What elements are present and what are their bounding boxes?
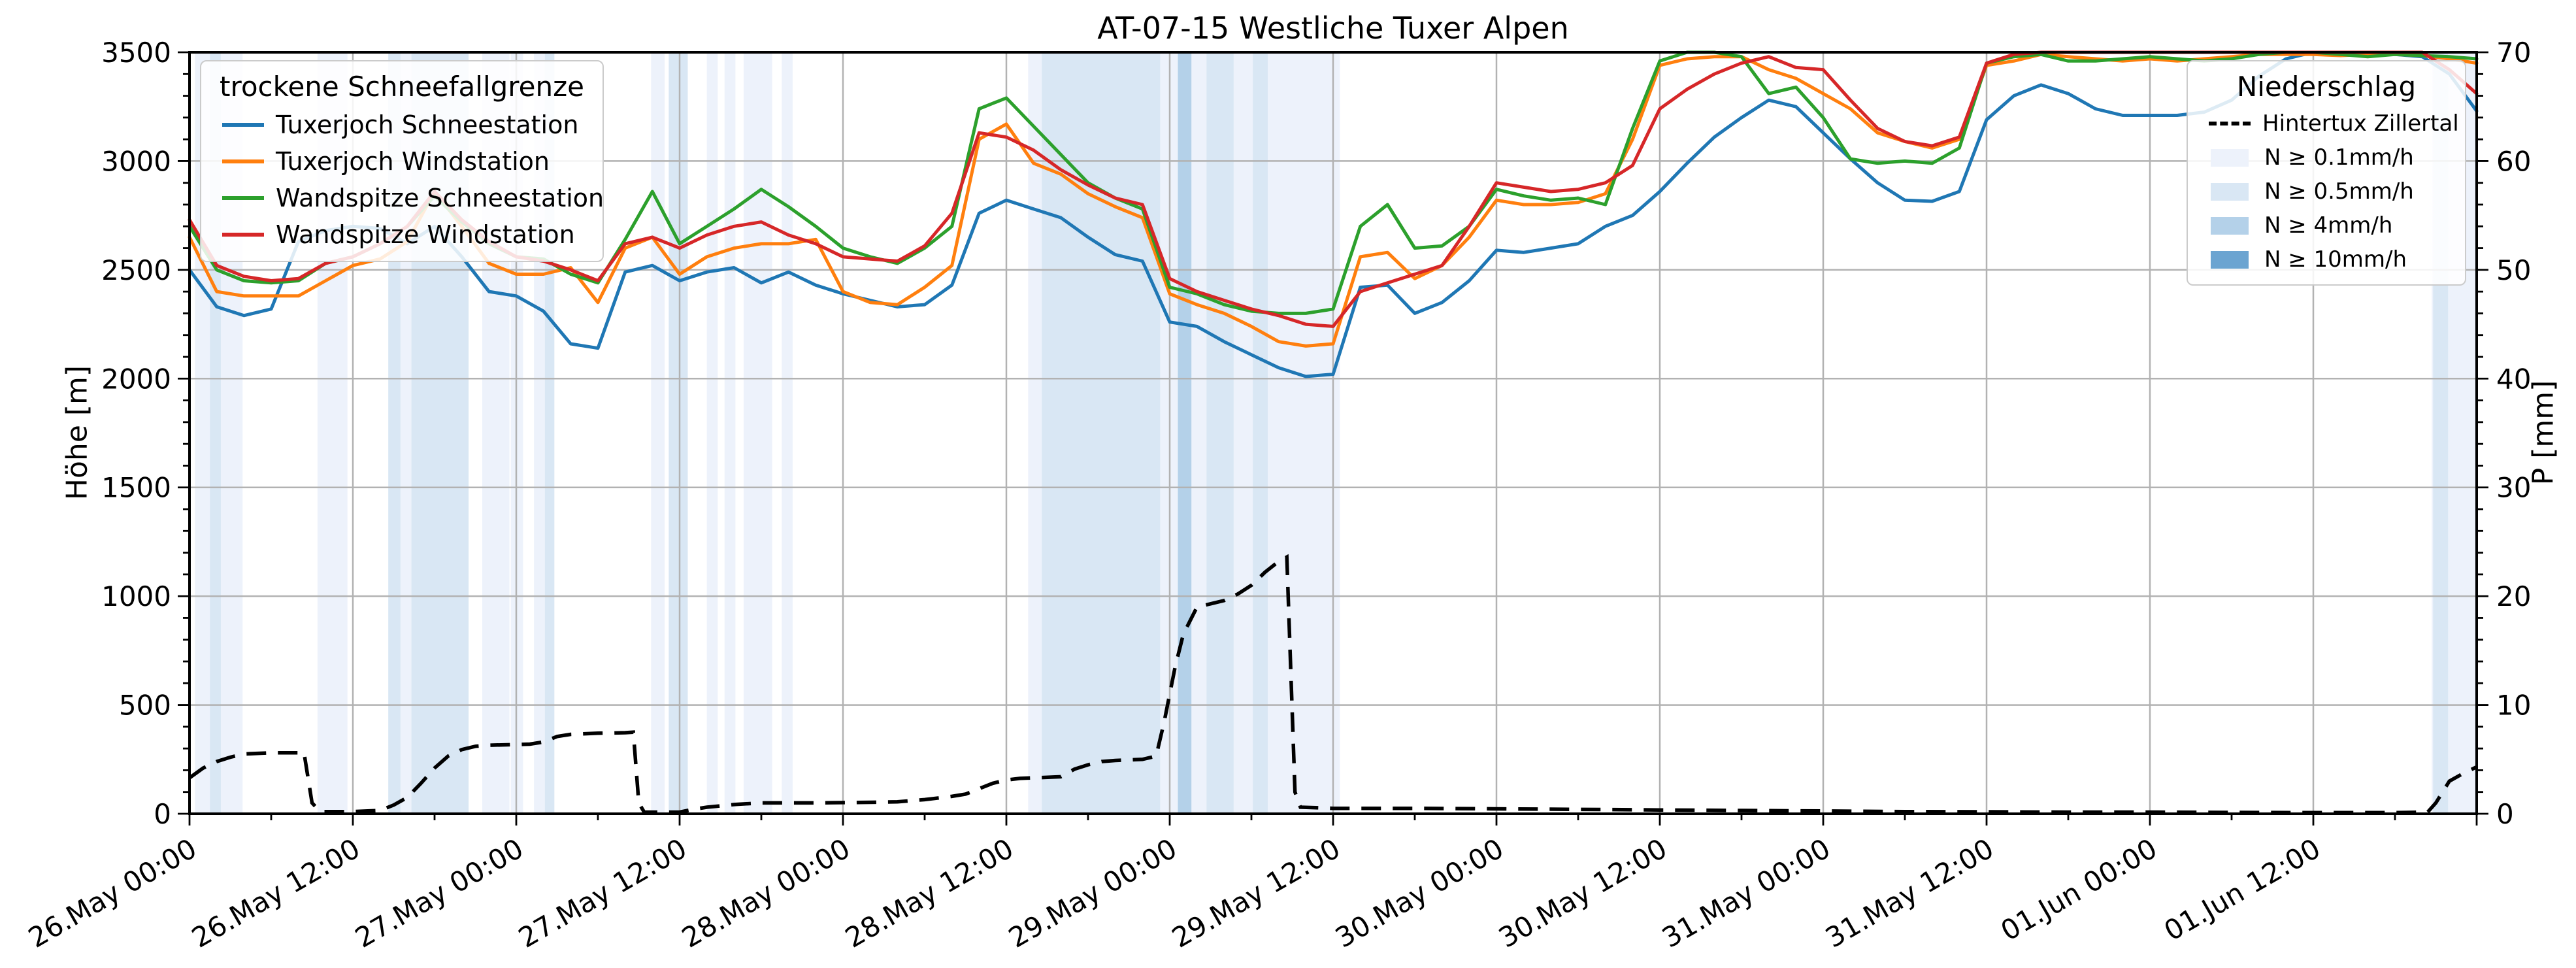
legend-item-label: Wandspitze Schneestation — [276, 184, 604, 212]
precip-intensity-band — [651, 52, 665, 814]
y-right-tick-label: 30 — [2496, 472, 2531, 504]
legend-item-wandspitze-windstation: Wandspitze Windstation — [216, 220, 588, 249]
legend-item-hintertux-zillertal: Hintertux Zillertal — [2202, 110, 2459, 137]
dashed-line-swatch-icon — [2209, 122, 2251, 125]
x-tick-label: 01.Jun 00:00 — [1995, 832, 2162, 947]
legend-precipitation: Niederschlag Hintertux Zillertal N ≥ 0.1… — [2187, 60, 2466, 286]
legend-item-label: Wandspitze Windstation — [276, 220, 575, 249]
x-tick-label: 29.May 12:00 — [1166, 832, 1346, 954]
y-right-tick-label: 10 — [2496, 690, 2531, 722]
x-tick-label: 29.May 00:00 — [1003, 832, 1182, 954]
legend-item-label: Tuxerjoch Windstation — [276, 147, 550, 176]
intensity-swatch-icon — [2211, 250, 2249, 269]
precip-intensity-band — [1206, 52, 1234, 814]
x-tick-label: 31.May 00:00 — [1657, 832, 1836, 954]
precip-intensity-band — [1028, 52, 1042, 814]
y-right-tick-label: 20 — [2496, 580, 2531, 612]
precip-intensity-band — [706, 52, 718, 814]
precip-intensity-band — [782, 52, 793, 814]
legend-item-precip-0-5: N ≥ 0.5mm/h — [2202, 178, 2451, 205]
y-left-tick-label: 2500 — [101, 254, 171, 286]
legend-item-label: N ≥ 4mm/h — [2264, 212, 2393, 239]
y-left-tick-label: 3000 — [101, 145, 171, 177]
line-swatch-icon — [222, 196, 264, 200]
legend-item-tuxerjoch-schneestation: Tuxerjoch Schneestation — [216, 110, 588, 139]
precip-intensity-band — [724, 52, 736, 814]
legend-item-label: Tuxerjoch Schneestation — [276, 110, 579, 139]
legend-item-precip-10: N ≥ 10mm/h — [2202, 246, 2451, 273]
precip-intensity-band — [1268, 52, 1340, 814]
y-right-tick-label: 0 — [2496, 798, 2514, 830]
y-left-tick-label: 3500 — [101, 37, 171, 69]
y-axis-label-left: Höhe [m] — [60, 365, 94, 501]
x-tick-label: 26.May 12:00 — [186, 832, 365, 954]
legend-snowfall-title: trockene Schneefallgrenze — [220, 71, 584, 103]
x-tick-label: 27.May 12:00 — [513, 832, 692, 954]
intensity-swatch-icon — [2211, 148, 2249, 167]
precip-intensity-band — [1042, 52, 1161, 814]
legend-item-wandspitze-schneestation: Wandspitze Schneestation — [216, 184, 604, 212]
x-tick-label: 30.May 12:00 — [1493, 832, 1672, 954]
y-left-tick-label: 500 — [119, 690, 171, 722]
y-right-tick-label: 70 — [2496, 37, 2531, 69]
legend-snowfall-limit: trockene Schneefallgrenze Tuxerjoch Schn… — [200, 60, 604, 262]
precip-intensity-band — [1178, 52, 1192, 814]
legend-item-tuxerjoch-windstation: Tuxerjoch Windstation — [216, 147, 588, 176]
precip-intensity-band — [1233, 52, 1253, 814]
line-swatch-icon — [222, 233, 264, 237]
legend-item-label: N ≥ 10mm/h — [2264, 246, 2407, 273]
x-tick-label: 30.May 00:00 — [1330, 832, 1509, 954]
legend-item-label: N ≥ 0.1mm/h — [2264, 144, 2414, 171]
legend-item-label: N ≥ 0.5mm/h — [2264, 178, 2414, 205]
y-right-tick-label: 60 — [2496, 145, 2531, 177]
y-axis-label-right: P [mm] — [2526, 380, 2560, 486]
y-left-tick-label: 0 — [154, 798, 171, 830]
series-line — [188, 50, 2479, 378]
y-left-tick-label: 1500 — [101, 472, 171, 504]
y-left-tick-label: 2000 — [101, 363, 171, 395]
legend-item-label: Hintertux Zillertal — [2262, 110, 2459, 137]
y-right-tick-label: 40 — [2496, 363, 2531, 395]
series-line — [188, 52, 2479, 348]
line-swatch-icon — [222, 159, 264, 163]
x-tick-label: 27.May 00:00 — [350, 832, 529, 954]
legend-item-precip-0-1: N ≥ 0.1mm/h — [2202, 144, 2451, 171]
chart-title: AT-07-15 Westliche Tuxer Alpen — [1097, 10, 1569, 46]
x-tick-label: 28.May 12:00 — [840, 832, 1019, 954]
intensity-swatch-icon — [2211, 182, 2249, 201]
precip-intensity-band — [743, 52, 772, 814]
series-line — [188, 50, 2479, 315]
line-swatch-icon — [222, 123, 264, 127]
legend-precipitation-title: Niederschlag — [2236, 71, 2417, 103]
y-left-tick-label: 1000 — [101, 580, 171, 612]
y-right-tick-label: 50 — [2496, 254, 2531, 286]
intensity-swatch-icon — [2211, 216, 2249, 235]
x-tick-label: 28.May 00:00 — [676, 832, 855, 954]
x-tick-label: 26.May 00:00 — [23, 832, 202, 954]
legend-item-precip-4: N ≥ 4mm/h — [2202, 212, 2451, 239]
precip-intensity-band — [1253, 52, 1268, 814]
x-tick-label: 01.Jun 12:00 — [2158, 832, 2326, 947]
precip-intensity-band — [669, 52, 688, 814]
x-tick-label: 31.May 12:00 — [1820, 832, 1999, 954]
precipitation-line — [188, 554, 2478, 815]
precip-intensity-band — [1191, 52, 1207, 814]
